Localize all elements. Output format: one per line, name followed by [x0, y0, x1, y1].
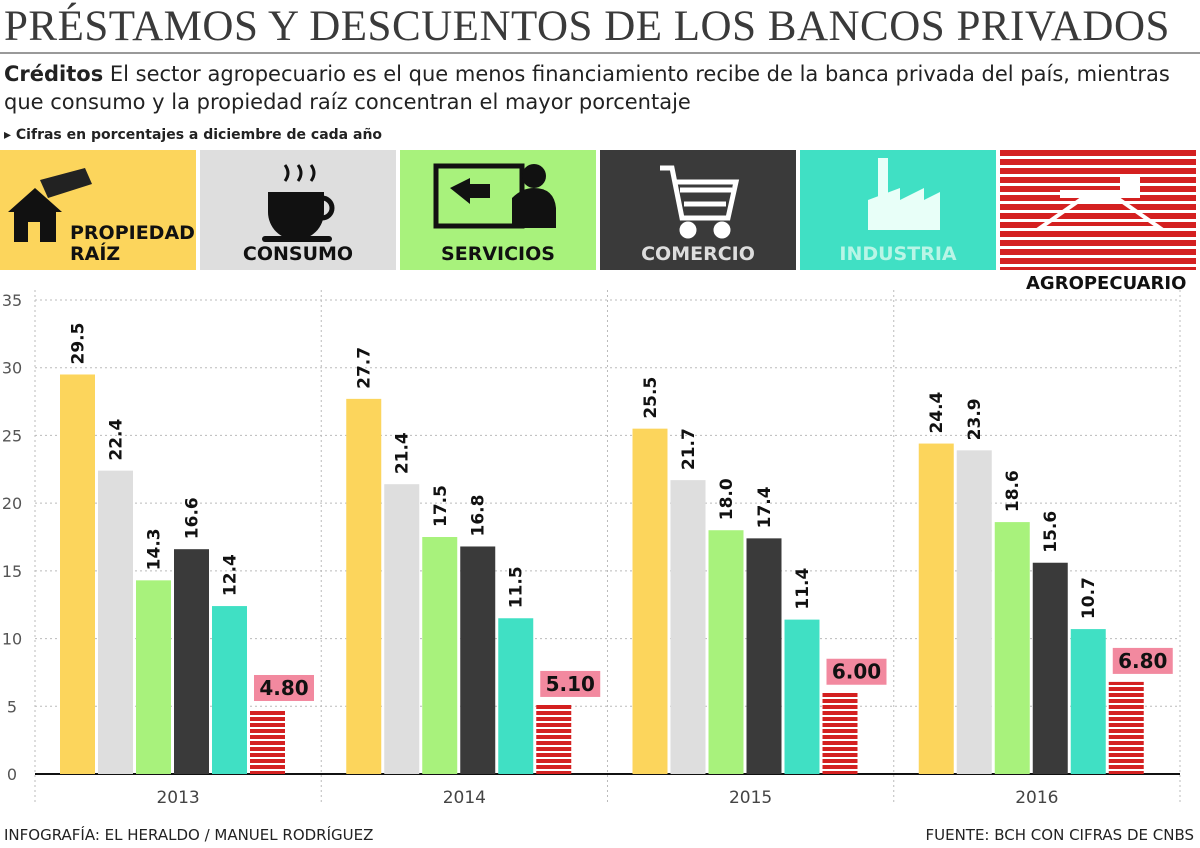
y-tick-label: 20	[2, 494, 22, 513]
bar	[498, 618, 534, 774]
bar	[822, 692, 858, 774]
value-label: 25.5	[641, 377, 661, 419]
legend-swatch	[600, 150, 796, 270]
bar	[136, 580, 171, 774]
bar	[250, 708, 285, 774]
bar	[460, 546, 496, 774]
x-tick-label: 2015	[729, 788, 772, 808]
legend-label: CONSUMO	[242, 243, 354, 265]
bar	[1108, 681, 1144, 774]
bar	[1032, 562, 1068, 774]
legend-label: COMERCIO	[641, 243, 755, 265]
x-tick-label: 2016	[1015, 788, 1058, 808]
tractor-icon	[1033, 174, 1167, 230]
value-label: 17.5	[431, 485, 451, 527]
value-label-box	[254, 674, 314, 701]
value-label: 10.7	[1079, 577, 1099, 619]
y-tick-label: 0	[7, 765, 17, 784]
value-label: 21.4	[393, 432, 413, 474]
x-tick-label: 2014	[443, 788, 486, 808]
value-label: 18.6	[1003, 470, 1023, 512]
value-label: 22.4	[107, 419, 127, 461]
bar	[212, 606, 247, 774]
title-rule	[0, 52, 1200, 54]
bar	[918, 443, 954, 774]
bar	[346, 398, 382, 774]
x-tick-label: 2013	[156, 788, 199, 808]
legend-label: AGROPECUARIO	[1026, 273, 1187, 294]
value-label-box	[1112, 647, 1173, 674]
value-label: 16.6	[183, 497, 203, 539]
value-label-box	[826, 658, 887, 685]
bar	[746, 538, 782, 774]
bar	[670, 480, 706, 774]
note-text: Cifras en porcentajes a diciembre de cad…	[15, 127, 383, 143]
value-label: 23.9	[965, 398, 985, 440]
bar	[708, 530, 744, 774]
legend-label: SERVICIOS	[441, 243, 555, 265]
factory-icon	[868, 158, 940, 230]
value-label: 29.5	[69, 323, 89, 365]
value-label: 14.3	[145, 528, 165, 570]
y-tick-label: 5	[7, 697, 17, 716]
legend-icons	[8, 158, 1167, 242]
value-label: 15.6	[1041, 511, 1061, 553]
y-tick-label: 35	[2, 291, 22, 310]
y-tick-label: 30	[2, 359, 22, 378]
bar	[60, 374, 95, 774]
value-label: 11.5	[507, 566, 527, 608]
note: ▸ Cifras en porcentajes a diciembre de c…	[4, 127, 382, 143]
value-label: 18.0	[717, 478, 737, 520]
title: PRÉSTAMOS Y DESCUENTOS DE LOS BANCOS PRI…	[4, 3, 1170, 50]
bar	[784, 619, 820, 774]
bar	[174, 549, 209, 774]
value-label: 24.4	[927, 391, 947, 433]
credit: INFOGRAFÍA: EL HERALDO / MANUEL RODRÍGUE…	[4, 826, 374, 844]
bar	[1070, 629, 1106, 774]
value-label: 6.80	[1118, 649, 1167, 673]
cup-icon	[262, 164, 335, 242]
subtitle-text: El sector agropecuario es el que menos f…	[4, 62, 1170, 114]
bar	[632, 428, 668, 774]
lead: Créditos	[4, 62, 104, 86]
subtitle: Créditos El sector agropecuario es el qu…	[4, 60, 1194, 116]
legend-label: PROPIEDAD RAÍZ	[70, 222, 195, 265]
value-label: 16.8	[469, 495, 489, 537]
y-tick-label: 15	[2, 562, 22, 581]
value-label: 6.00	[832, 660, 881, 684]
board-icon	[433, 163, 556, 229]
value-label-box	[540, 670, 601, 697]
value-label: 27.7	[355, 347, 375, 389]
source: FUENTE: BCH CON CIFRAS DE CNBS	[925, 826, 1194, 844]
value-label: 11.4	[793, 567, 813, 609]
legend-swatch	[400, 150, 596, 270]
value-label: 17.4	[755, 486, 775, 528]
bar	[956, 450, 992, 774]
bar	[994, 522, 1030, 774]
legend-swatch	[1000, 150, 1196, 270]
y-tick-label: 10	[2, 630, 22, 649]
note-marker: ▸	[4, 127, 16, 143]
y-tick-label: 25	[2, 426, 22, 445]
bar	[384, 484, 420, 774]
house-icon	[8, 168, 92, 242]
value-label: 4.80	[259, 676, 308, 700]
bar	[422, 537, 458, 774]
cart-icon	[660, 165, 740, 239]
bar	[98, 470, 133, 774]
legend-label: INDUSTRIA	[839, 243, 957, 265]
chart: 0 5 10 15 20 25 30 35 2013 2014 2015 2016 29.5 27.7 25…	[2, 290, 1181, 808]
value-label: 21.7	[679, 428, 699, 470]
bar	[536, 704, 572, 774]
value-label: 5.10	[546, 672, 595, 696]
value-label: 12.4	[221, 554, 241, 596]
